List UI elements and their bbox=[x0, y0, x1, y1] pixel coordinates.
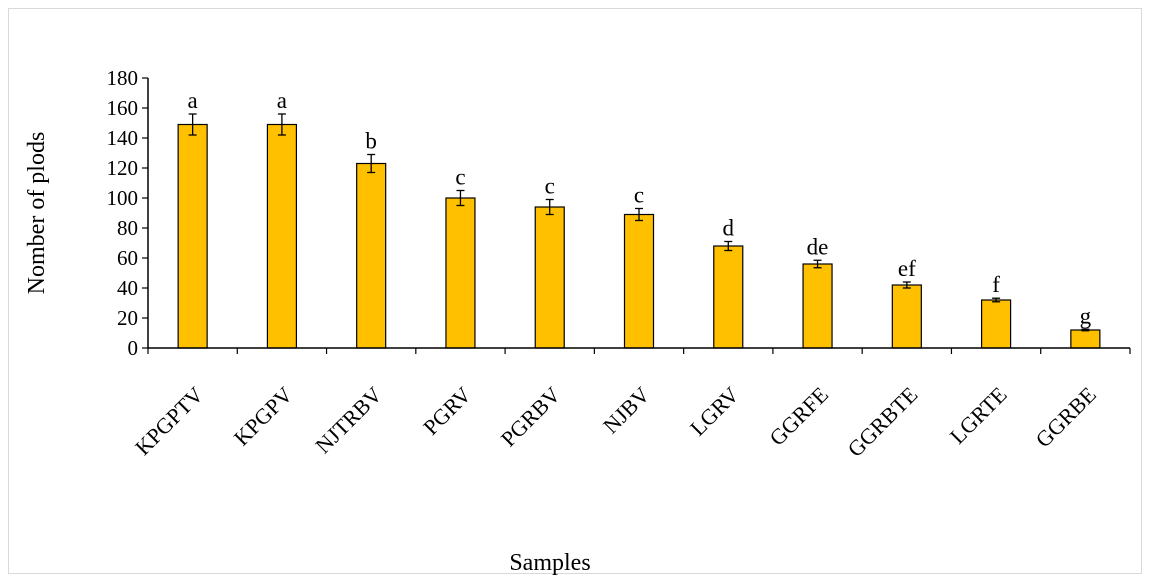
y-tick-label: 20 bbox=[117, 306, 138, 330]
x-axis: KPGPTV KPGPV NJTRBV PGRV PGRBV NJBV LGRV GGRFE G… bbox=[130, 347, 1131, 462]
bars: a a b c c c d de ef f g bbox=[177, 88, 1101, 349]
x-tick-label: GGRFE bbox=[764, 382, 833, 451]
significance-letter: b bbox=[365, 129, 377, 154]
x-tick-label: LGRTE bbox=[945, 382, 1012, 449]
bar bbox=[177, 123, 208, 349]
x-tick-label: KPGPTV bbox=[130, 382, 208, 460]
significance-letter: g bbox=[1080, 303, 1092, 328]
y-axis: 0 20 40 60 80 100 120 140 160 180 bbox=[107, 66, 149, 360]
bar bbox=[266, 123, 298, 349]
bar bbox=[445, 197, 476, 349]
bar bbox=[534, 206, 565, 349]
significance-letter: d bbox=[723, 216, 735, 241]
y-tick-label: 180 bbox=[107, 66, 139, 90]
y-tick-label: 100 bbox=[107, 186, 139, 210]
y-tick-label: 0 bbox=[128, 336, 139, 360]
bar bbox=[713, 245, 744, 349]
significance-letter: ef bbox=[898, 256, 916, 281]
bar bbox=[356, 162, 387, 349]
x-tick-label: GGRBTE bbox=[842, 382, 922, 462]
x-tick-label: PGRBV bbox=[496, 382, 566, 452]
significance-letter: a bbox=[188, 88, 198, 113]
significance-letter: c bbox=[545, 174, 555, 199]
significance-letter: f bbox=[992, 272, 1000, 297]
y-tick-label: 140 bbox=[107, 126, 139, 150]
x-tick-label: PGRV bbox=[418, 382, 476, 440]
bar bbox=[891, 284, 922, 349]
x-tick-label: LGRV bbox=[685, 382, 744, 441]
bar bbox=[1070, 329, 1101, 349]
x-tick-label: KPGPV bbox=[229, 382, 298, 451]
significance-letter: de bbox=[807, 234, 829, 259]
bar bbox=[980, 299, 1012, 349]
bar bbox=[623, 213, 655, 349]
significance-letter: a bbox=[277, 88, 287, 113]
significance-letter: c bbox=[634, 183, 644, 208]
x-axis-label: Samples bbox=[509, 550, 590, 576]
x-tick-label: NJBV bbox=[598, 382, 655, 439]
x-tick-label: GGRBE bbox=[1030, 382, 1100, 452]
significance-letter: c bbox=[455, 165, 465, 190]
y-tick-label: 80 bbox=[117, 216, 138, 240]
bar bbox=[802, 263, 833, 349]
x-tick-label: NJTRBV bbox=[310, 382, 387, 459]
y-tick-label: 120 bbox=[107, 156, 139, 180]
y-axis-label: Nomber of plods bbox=[24, 132, 50, 295]
y-tick-label: 60 bbox=[117, 246, 138, 270]
y-tick-label: 160 bbox=[107, 96, 139, 120]
y-tick-label: 40 bbox=[117, 276, 138, 300]
